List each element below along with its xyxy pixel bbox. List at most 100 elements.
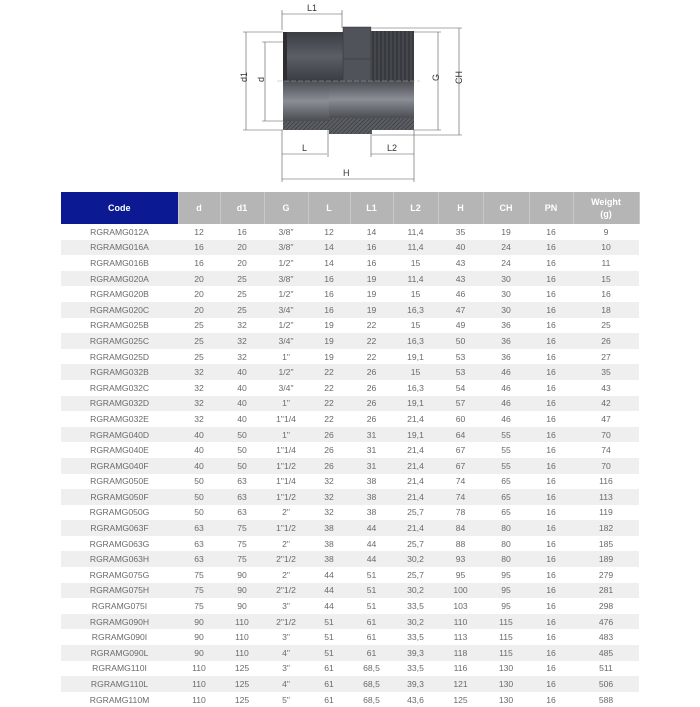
cell-l2: 19,1: [393, 395, 438, 412]
cell-weight: 26: [573, 333, 639, 349]
cell-l: 26: [308, 457, 350, 474]
cell-d: 20: [178, 270, 220, 287]
table-row: RGRAMG025C 25 32 3/4" 19 22 16,3 50 36 16 26: [61, 333, 639, 349]
cell-weight: 119: [599, 507, 613, 518]
cell-code: RGRAMG016A: [61, 239, 178, 256]
cell-code: RGRAMG090L: [61, 645, 178, 661]
cell-ch: 130: [498, 694, 514, 705]
cell-pn: 16: [529, 301, 573, 318]
dim-L: L: [302, 143, 307, 153]
cell-ch: 115: [483, 645, 529, 661]
cell-weight: 279: [598, 569, 614, 580]
cell-l: 16: [308, 301, 350, 318]
cell-l: 32: [324, 476, 334, 487]
cell-l: 19: [308, 333, 350, 349]
cell-weight: 116: [599, 476, 613, 487]
table-row: RGRAMG040F 40 50 1"1/2 26 31 21,4 67 55 16 70: [61, 457, 639, 474]
cell-h: 125: [453, 694, 468, 705]
cell-code: RGRAMG032C: [89, 382, 150, 393]
cell-g: 3": [282, 601, 290, 612]
cell-l2: 33,5: [407, 601, 424, 612]
cell-l2: 21,4: [393, 489, 438, 505]
cell-d: 63: [178, 520, 220, 536]
table-row: RGRAMG020C 20 25 3/4" 16 19 16,3 47 30 16 18: [61, 301, 639, 318]
cell-l2: 15: [410, 289, 421, 300]
cell-d: 110: [192, 694, 206, 705]
cell-l1: 68,5: [350, 676, 393, 692]
cell-pn: 16: [529, 426, 573, 443]
table-row: RGRAMG025B 25 32 1/2" 19 22 15 49 36 16 25: [61, 318, 639, 334]
cell-l1: 26: [350, 395, 393, 412]
cell-l: 44: [324, 569, 334, 580]
cell-code: RGRAMG063G: [89, 538, 150, 549]
cell-l1: 61: [350, 613, 393, 630]
cell-h: 40: [438, 239, 483, 256]
cell-ch: 115: [499, 632, 513, 643]
cell-code: RGRAMG040E: [90, 445, 149, 456]
cell-ch: 36: [501, 320, 511, 331]
cell-weight: 11: [601, 257, 611, 268]
cell-l: 22: [324, 382, 334, 393]
cell-d1: 110: [220, 645, 264, 661]
dimension-lines: [243, 10, 462, 182]
socket-bore: [283, 81, 329, 121]
table-row: RGRAMG063F 63 75 1"1/2 38 44 21,4 84 80 16 182: [61, 520, 639, 536]
hex-nut: [342, 26, 372, 82]
cell-h: 64: [438, 426, 483, 443]
table-row: RGRAMG040E 40 50 1"1/4 26 31 21,4 67 55 16 74: [61, 442, 639, 458]
cell-weight: 9: [603, 226, 609, 237]
cell-l1: 38: [366, 476, 377, 487]
cell-ch: 46: [483, 364, 529, 380]
cell-l1: 26: [366, 413, 377, 424]
cell-pn: 16: [546, 413, 556, 424]
cell-g: 1": [264, 426, 308, 443]
cell-h: 113: [453, 632, 468, 643]
cell-l: 14: [324, 257, 334, 268]
cell-pn: 16: [529, 395, 573, 412]
cell-code: RGRAMG110L: [61, 676, 178, 692]
table-row: RGRAMG050E 50 63 1"1/4 32 38 21,4 74 65 16 116: [61, 474, 639, 490]
cell-code: RGRAMG032D: [61, 395, 178, 412]
cell-d1: 20: [237, 257, 247, 268]
cell-code: RGRAMG025D: [89, 351, 150, 362]
cell-d: 50: [194, 507, 204, 518]
cell-code: RGRAMG012A: [90, 226, 149, 237]
cell-l1: 22: [366, 351, 377, 362]
dim-L1: L1: [307, 3, 317, 13]
cell-l: 44: [308, 582, 350, 599]
cell-l: 19: [324, 320, 334, 331]
cell-pn: 16: [546, 257, 556, 268]
cell-h: 43: [438, 270, 483, 287]
cell-l1: 61: [366, 632, 377, 643]
cell-l: 44: [324, 601, 334, 612]
cell-l: 16: [324, 289, 334, 300]
cell-l1: 19: [366, 289, 377, 300]
cell-l2: 16,3: [407, 382, 424, 393]
cell-d: 32: [178, 364, 220, 380]
column-header-d: d: [178, 192, 221, 224]
cell-h: 60: [455, 413, 466, 424]
cell-l1: 26: [366, 382, 377, 393]
cell-pn: 16: [546, 289, 556, 300]
cell-weight: 281: [573, 582, 639, 599]
cell-d1: 40: [237, 413, 247, 424]
cell-weight: 16: [601, 289, 611, 300]
cell-l: 12: [324, 226, 334, 237]
cell-h: 88: [455, 538, 466, 549]
cell-d1: 90: [220, 582, 264, 599]
cell-l: 26: [308, 426, 350, 443]
cell-l1: 22: [366, 320, 377, 331]
cell-weight: 70: [573, 426, 639, 443]
cell-pn: 16: [529, 645, 573, 661]
cell-l: 61: [324, 694, 334, 705]
cell-weight: 15: [573, 270, 639, 287]
cell-l: 51: [324, 632, 334, 643]
cell-code: RGRAMG020A: [61, 270, 178, 287]
cell-h: 46: [455, 289, 466, 300]
fitting-technical-drawing: L1 d1 d G CH L L2 H: [239, 3, 464, 182]
cell-weight: 483: [598, 632, 614, 643]
cell-d1: 25: [220, 270, 264, 287]
cell-l2: 21,4: [407, 413, 424, 424]
cell-h: 67: [438, 457, 483, 474]
cell-weight: 47: [601, 413, 611, 424]
